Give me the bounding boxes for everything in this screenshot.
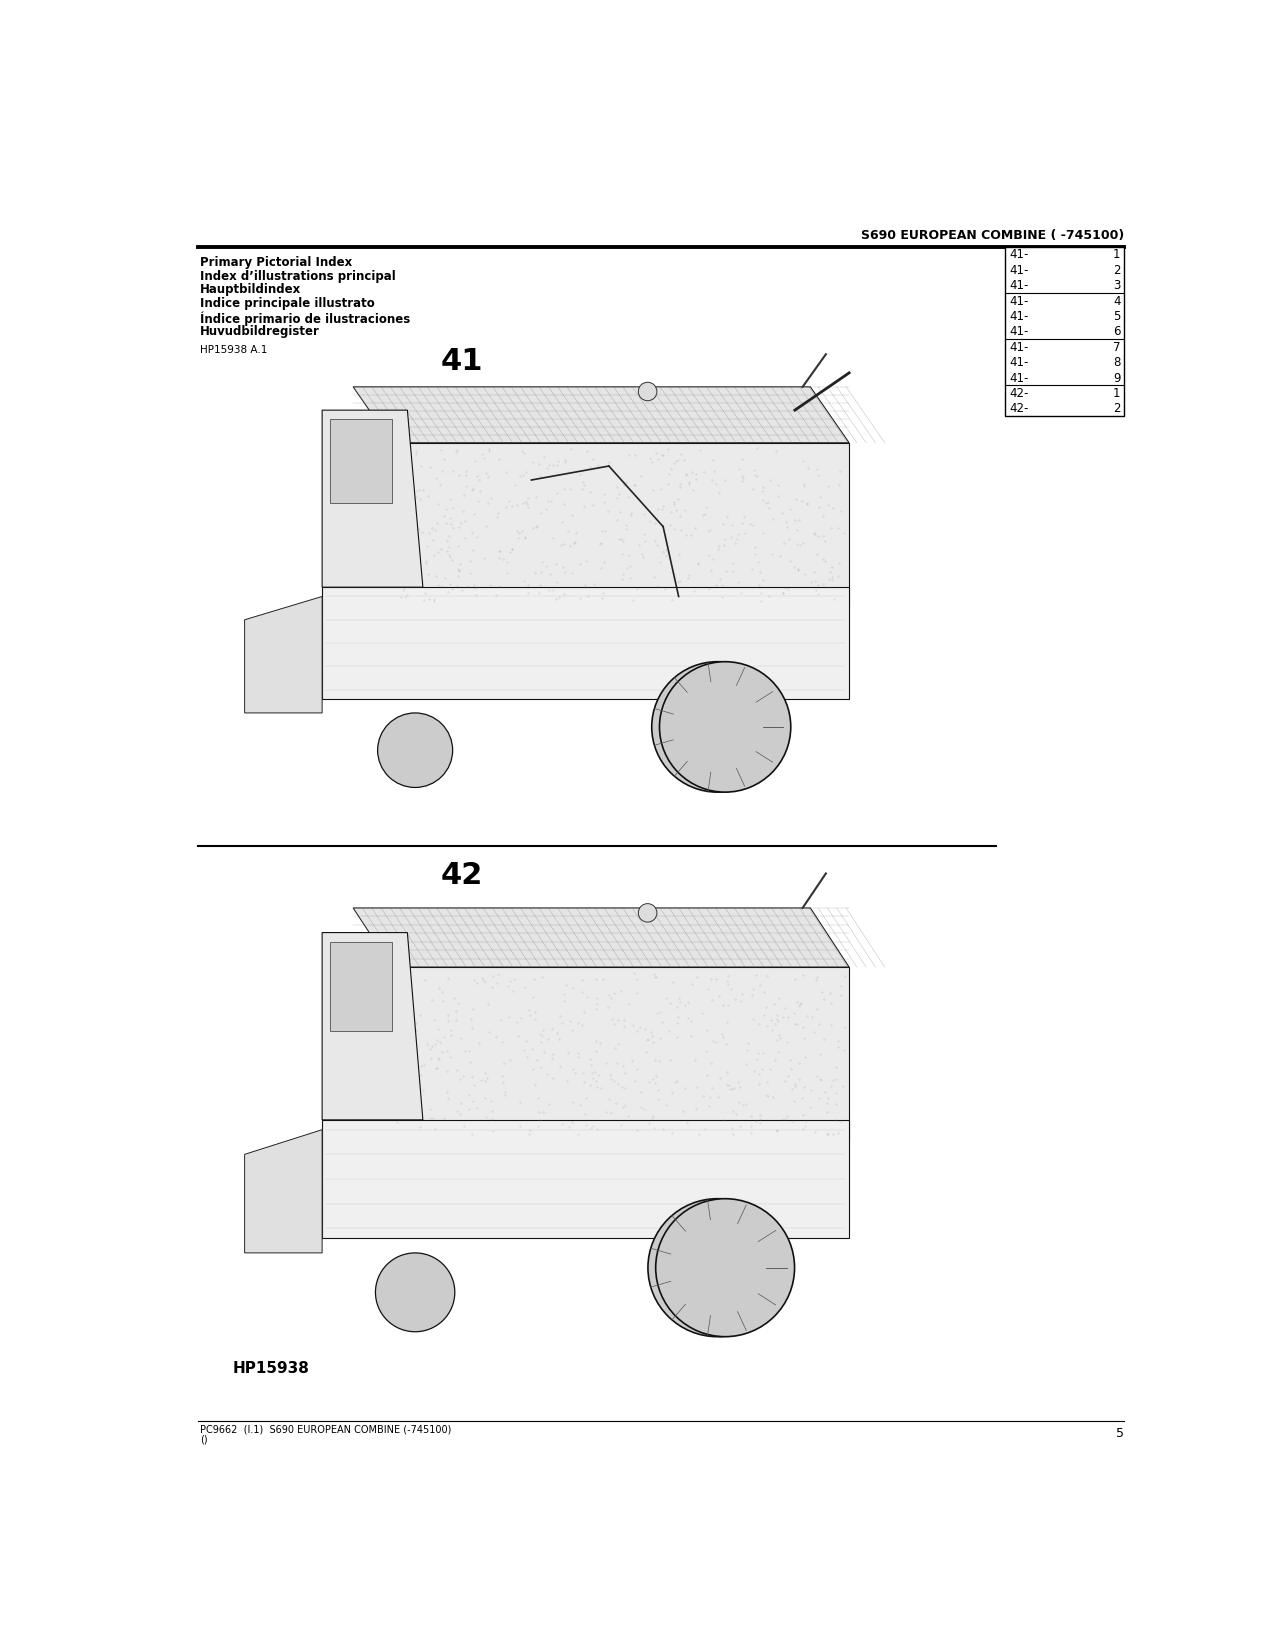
Text: 6: 6 (1113, 325, 1121, 338)
Polygon shape (323, 1120, 849, 1238)
Text: PC9662  (I.1)  S690 EUROPEAN COMBINE (-745100): PC9662 (I.1) S690 EUROPEAN COMBINE (-745… (200, 1424, 451, 1434)
Text: 1: 1 (1113, 249, 1121, 261)
Text: 5: 5 (1113, 310, 1121, 323)
Text: S690 EUROPEAN COMBINE ( -745100): S690 EUROPEAN COMBINE ( -745100) (861, 229, 1125, 243)
Text: 8: 8 (1113, 356, 1121, 370)
Polygon shape (323, 587, 849, 700)
Text: HP15938 A.1: HP15938 A.1 (200, 345, 266, 355)
Text: HP15938: HP15938 (233, 1361, 310, 1376)
Text: 42-: 42- (1010, 388, 1029, 399)
Text: 2: 2 (1113, 264, 1121, 277)
Text: 41-: 41- (1010, 342, 1029, 353)
Circle shape (375, 1252, 455, 1332)
Text: 42-: 42- (1010, 403, 1029, 416)
Polygon shape (323, 932, 423, 1120)
Polygon shape (353, 967, 391, 1140)
Circle shape (648, 1198, 787, 1336)
Text: Indice principale illustrato: Indice principale illustrato (200, 297, 375, 310)
Text: Hauptbildindex: Hauptbildindex (200, 284, 301, 297)
Polygon shape (245, 596, 323, 713)
Text: 2: 2 (1113, 403, 1121, 416)
Text: 5: 5 (1116, 1427, 1125, 1440)
Text: 7: 7 (1113, 342, 1121, 353)
Polygon shape (353, 442, 391, 606)
Text: 41-: 41- (1010, 295, 1029, 307)
Bar (330, 419, 391, 503)
Bar (1005, 246, 1125, 416)
Text: Índice primario de ilustraciones: Índice primario de ilustraciones (200, 312, 411, 325)
Text: 41: 41 (440, 346, 483, 376)
Text: 41-: 41- (1010, 371, 1029, 384)
Text: Huvudbildregister: Huvudbildregister (200, 325, 320, 338)
Circle shape (655, 1198, 794, 1336)
Text: 9: 9 (1113, 371, 1121, 384)
Polygon shape (353, 386, 849, 442)
Bar (330, 942, 391, 1031)
Polygon shape (323, 411, 423, 587)
Circle shape (652, 662, 783, 792)
Polygon shape (391, 967, 849, 1140)
Text: 41-: 41- (1010, 310, 1029, 323)
Text: 41-: 41- (1010, 279, 1029, 292)
Text: 1: 1 (1113, 388, 1121, 399)
Polygon shape (245, 1130, 323, 1252)
Text: 41-: 41- (1010, 264, 1029, 277)
Text: Primary Pictorial Index: Primary Pictorial Index (200, 256, 352, 269)
Circle shape (639, 383, 657, 401)
Text: 4: 4 (1113, 295, 1121, 307)
Circle shape (659, 662, 790, 792)
Text: 41-: 41- (1010, 325, 1029, 338)
Circle shape (639, 904, 657, 922)
Text: 42: 42 (440, 861, 483, 889)
Text: (): () (200, 1434, 208, 1445)
Text: 41-: 41- (1010, 356, 1029, 370)
Text: Index d’illustrations principal: Index d’illustrations principal (200, 269, 395, 282)
Text: 41-: 41- (1010, 249, 1029, 261)
Polygon shape (353, 908, 849, 967)
Circle shape (377, 713, 453, 787)
Text: 3: 3 (1113, 279, 1121, 292)
Polygon shape (391, 442, 849, 606)
